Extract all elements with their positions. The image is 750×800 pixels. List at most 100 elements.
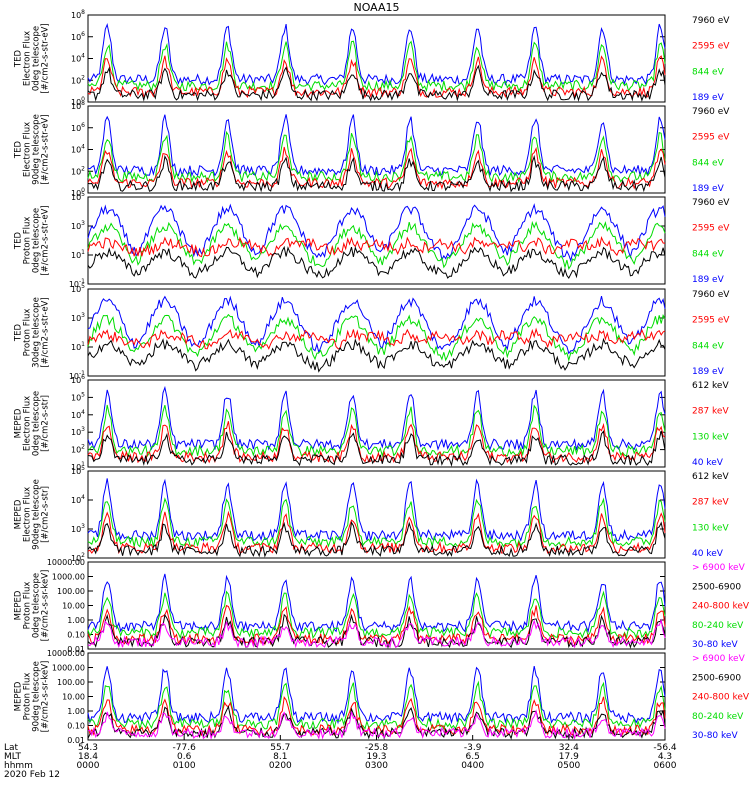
series-5-1 [87,510,666,555]
xtick-label-hhmm-3: 0300 [365,761,388,771]
legend-0-1: 2595 eV [692,42,730,52]
legend-2-0: 7960 eV [692,198,730,208]
xtick-label-mlt-4: 6.5 [466,752,480,762]
legend-6-1: 2500-6900 [692,582,741,592]
ytick-label-1-4: 108 [71,100,85,111]
legend-3-1: 2595 eV [692,316,730,326]
ylabel-3-1: Proton Flux [23,309,33,357]
ylabel-0-3: [#/cm2-s-str-eV] [41,23,51,93]
legend-3-0: 7960 eV [692,290,730,300]
ytick-label-4-2: 103 [71,426,85,437]
ytick-label-7-2: 1.00 [67,707,85,716]
series-5-2 [87,497,666,549]
xtick-label-lat-1: -77.6 [173,743,197,753]
xtick-label-lat-5: 32.4 [559,743,579,753]
xtick-label-lat-3: -25.8 [365,743,389,753]
series-6-3 [87,590,666,640]
ytick-label-4-3: 104 [71,409,85,420]
ytick-label-5-0: 102 [71,552,85,563]
ylabel-3-0: TED [14,323,24,342]
ytick-label-3-1: 101 [71,341,85,352]
legend-2-1: 2595 eV [692,224,730,234]
legend-7-3: 80-240 keV [692,712,744,722]
series-2-1 [87,235,666,258]
ylabel-6-1: Proton Flux [23,582,33,630]
legend-1-3: 189 eV [692,184,725,194]
legend-0-0: 7960 eV [692,16,730,26]
series-2-2 [87,220,666,270]
date-label: 2020 Feb 12 [4,770,60,780]
ylabel-5-3: [#/cm2-s-str] [41,486,51,543]
series-5-0 [87,521,666,558]
ylabel-6-2: 0deg telescope [32,573,42,638]
legend-6-0: > 6900 keV [692,563,746,573]
ylabel-5-0: MEPED [14,499,24,529]
ytick-label-6-3: 10.00 [62,602,85,611]
legend-4-3: 40 keV [692,458,724,468]
series-6-0 [87,618,666,649]
ylabel-7-3: [#/cm2-s-sr-keV] [41,661,51,733]
ylabel-2-1: Proton Flux [23,217,33,265]
legend-7-0: > 6900 keV [692,654,746,664]
ytick-label-7-6: 10000.00 [47,649,85,658]
legend-5-3: 40 keV [692,549,724,559]
legend-5-2: 130 keV [692,523,729,533]
legend-2-3: 189 eV [692,275,725,285]
legend-2-2: 844 eV [692,249,725,259]
series-0-2 [87,40,666,93]
ytick-label-0-3: 106 [71,31,85,42]
ylabel-0-2: 0deg telescope [32,26,42,91]
legend-1-2: 844 eV [692,158,725,168]
ylabel-1-2: 90deg telescope [32,114,42,185]
legend-6-4: 30-80 keV [692,640,738,650]
series-7-1 [87,705,666,740]
ylabel-4-1: Electron Flux [23,396,33,451]
ylabel-3-2: 30deg telescope [32,297,42,368]
xtick-label-hhmm-5: 0500 [557,761,580,771]
legend-7-1: 2500-6900 [692,673,741,683]
ytick-label-5-1: 103 [71,523,85,534]
ytick-label-7-1: 0.10 [67,722,85,731]
series-0-3 [87,23,666,87]
ylabel-5-1: Electron Flux [23,487,33,542]
ylabel-5-2: 90deg telescope [32,479,42,550]
xtick-label-mlt-0: 18.4 [78,752,98,762]
legend-3-2: 844 eV [692,341,725,351]
ytick-label-7-3: 10.00 [62,693,85,702]
xtick-label-lat-4: -3.9 [464,743,482,753]
legend-5-0: 612 keV [692,472,729,482]
ytick-label-7-5: 1000.00 [52,664,85,673]
legend-4-1: 287 keV [692,407,729,417]
ytick-label-3-0: 10-1 [69,370,85,381]
ytick-label-6-6: 10000.00 [47,558,85,567]
panel-frame-5 [87,470,666,559]
ylabel-2-3: [#/cm2-s-str-eV] [41,205,51,275]
ytick-label-1-0: 100 [71,187,85,198]
ytick-label-2-0: 10-1 [69,278,85,289]
legend-0-3: 189 eV [692,93,725,103]
series-7-4 [87,665,666,725]
legend-4-0: 612 keV [692,381,729,391]
ytick-label-3-3: 105 [71,283,85,294]
xtick-label-mlt-6: 4.3 [658,752,672,762]
ytick-label-4-0: 101 [71,461,85,472]
series-1-0 [87,154,666,193]
series-3-1 [87,327,666,350]
series-6-4 [87,573,666,634]
ylabel-7-0: MEPED [14,681,24,711]
ylabel-7-1: Proton Flux [23,673,33,721]
xaxis-row-name-lat: Lat [4,743,19,753]
legend-1-0: 7960 eV [692,107,730,117]
ytick-label-7-4: 100.00 [57,678,85,687]
legend-3-3: 189 eV [692,367,725,377]
series-4-2 [87,404,666,458]
ytick-label-0-4: 108 [71,9,85,20]
ylabel-1-3: [#/cm2-s-str-eV] [41,114,51,184]
ytick-label-7-0: 0.01 [67,736,85,745]
xtick-label-lat-6: -56.4 [653,743,677,753]
ytick-label-0-0: 100 [71,96,85,107]
ytick-label-5-2: 104 [71,494,85,505]
xtick-label-hhmm-4: 0400 [461,761,484,771]
legend-6-3: 80-240 keV [692,621,744,631]
